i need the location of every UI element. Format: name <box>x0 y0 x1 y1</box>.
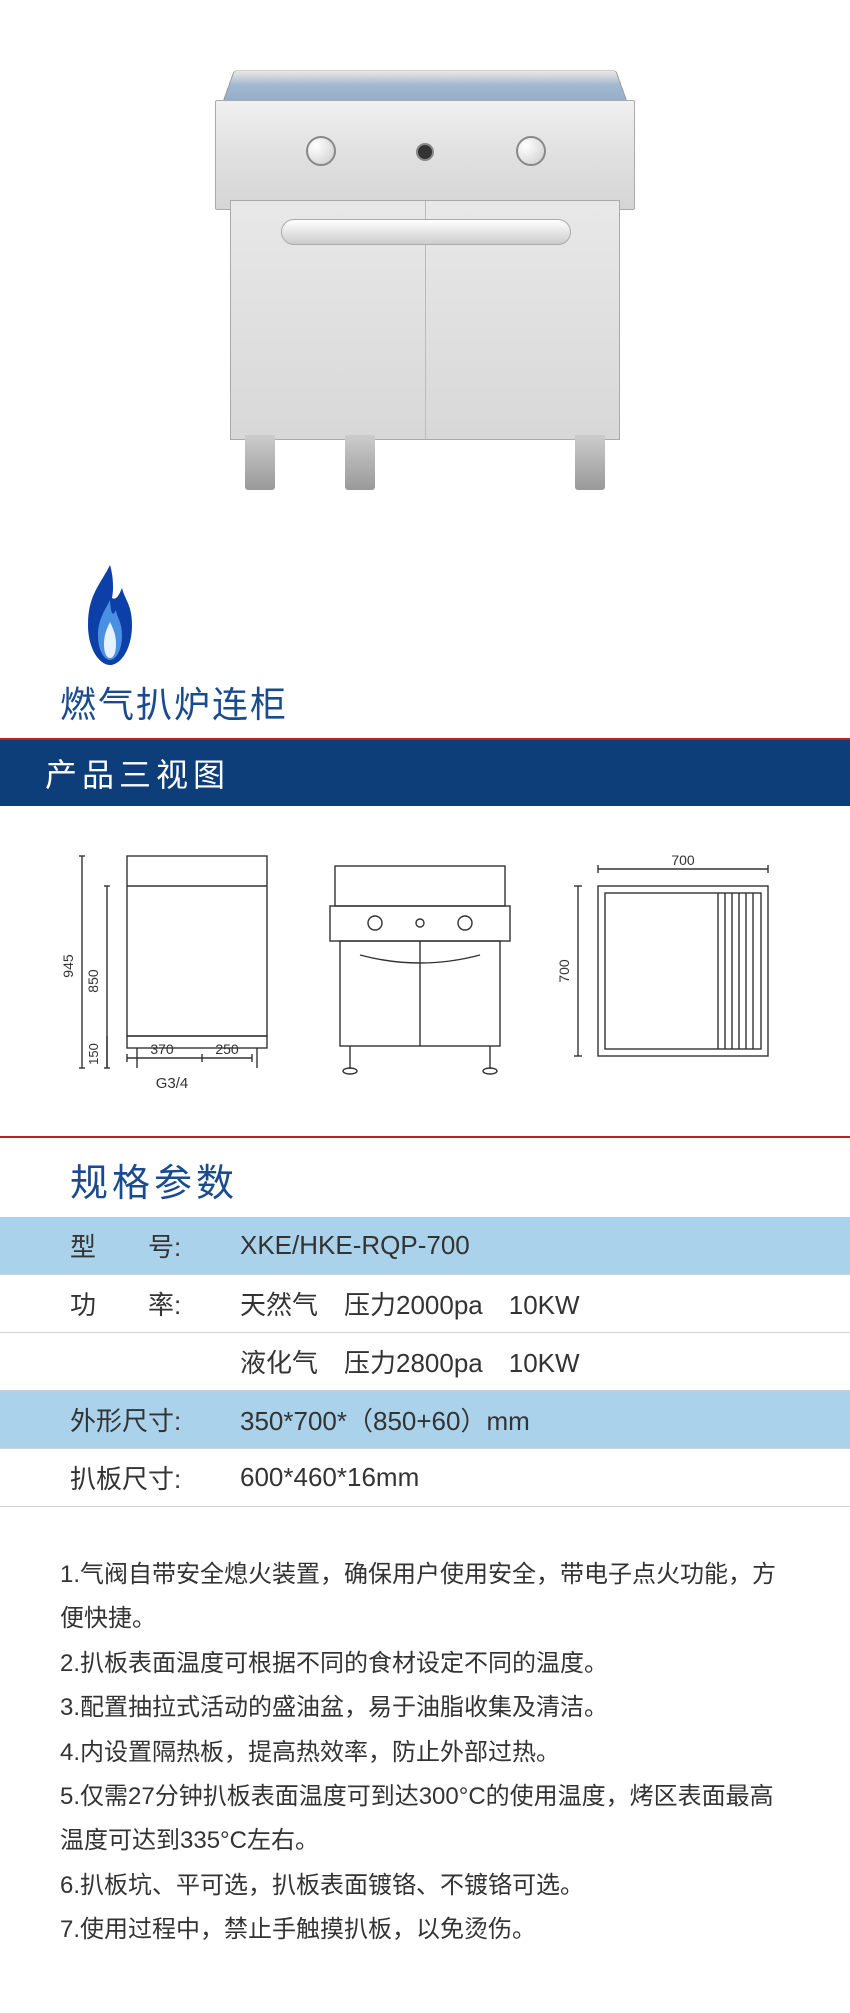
spec-table: 型 号:XKE/HKE-RQP-700功 率:天然气 压力2000pa 10KW… <box>0 1217 850 1507</box>
feature-item: 2.扒板表面温度可根据不同的食材设定不同的温度。 <box>60 1642 790 1686</box>
three-view-diagrams: 945 850 150 370 250 G3/4 <box>0 806 850 1136</box>
feature-item: 6.扒板坑、平可选，扒板表面镀铬、不镀铬可选。 <box>60 1864 790 1908</box>
spec-row: 液化气 压力2800pa 10KW <box>0 1333 850 1391</box>
title-block: 燃气扒炉连柜 <box>0 540 850 738</box>
spec-value: XKE/HKE-RQP-700 <box>230 1217 850 1275</box>
dim-150: 150 <box>86 1043 101 1065</box>
spec-title: 规格参数 <box>70 1152 780 1207</box>
dim-850: 850 <box>85 969 101 993</box>
dim-width-700: 700 <box>672 852 696 868</box>
top-view-diagram: 700 700 <box>553 851 793 1081</box>
features-list: 1.气阀自带安全熄火装置，确保用户使用安全，带电子点火功能，方便快捷。2.扒板表… <box>0 1507 850 2013</box>
spec-row: 扒板尺寸:600*460*16mm <box>0 1449 850 1507</box>
feature-item: 5.仅需27分钟扒板表面温度可到达300°C的使用温度，烤区表面最高温度可达到3… <box>60 1775 790 1864</box>
feature-item: 7.使用过程中，禁止手触摸扒板，以免烫伤。 <box>60 1908 790 1952</box>
spec-label: 外形尺寸: <box>0 1391 230 1449</box>
griddle-illustration <box>215 50 635 490</box>
product-title: 燃气扒炉连柜 <box>60 676 790 728</box>
feature-item: 3.配置抽拉式活动的盛油盆，易于油脂收集及清洁。 <box>60 1686 790 1730</box>
spec-row: 型 号:XKE/HKE-RQP-700 <box>0 1217 850 1275</box>
spec-label <box>0 1333 230 1391</box>
front-view-diagram <box>320 851 520 1081</box>
dim-945: 945 <box>60 954 76 978</box>
three-view-header: 产品三视图 <box>0 738 850 806</box>
spec-value: 天然气 压力2000pa 10KW <box>230 1275 850 1333</box>
spec-value: 液化气 压力2800pa 10KW <box>230 1333 850 1391</box>
spec-label: 功 率: <box>0 1275 230 1333</box>
spec-row: 外形尺寸:350*700*（850+60）mm <box>0 1391 850 1449</box>
spec-label: 型 号: <box>0 1217 230 1275</box>
spec-value: 350*700*（850+60）mm <box>230 1391 850 1449</box>
spec-value: 600*460*16mm <box>230 1449 850 1507</box>
feature-item: 1.气阀自带安全熄火装置，确保用户使用安全，带电子点火功能，方便快捷。 <box>60 1553 790 1642</box>
gas-label: G3/4 <box>155 1075 188 1092</box>
product-photo <box>0 0 850 540</box>
dim-250: 250 <box>215 1041 239 1057</box>
spec-title-wrap: 规格参数 <box>0 1136 850 1217</box>
feature-item: 4.内设置隔热板，提高热效率，防止外部过热。 <box>60 1731 790 1775</box>
dim-depth-700: 700 <box>556 959 572 983</box>
side-view-diagram: 945 850 150 370 250 G3/4 <box>57 836 287 1096</box>
spec-row: 功 率:天然气 压力2000pa 10KW <box>0 1275 850 1333</box>
spec-label: 扒板尺寸: <box>0 1449 230 1507</box>
dim-370: 370 <box>150 1041 174 1057</box>
flame-icon <box>70 560 150 670</box>
